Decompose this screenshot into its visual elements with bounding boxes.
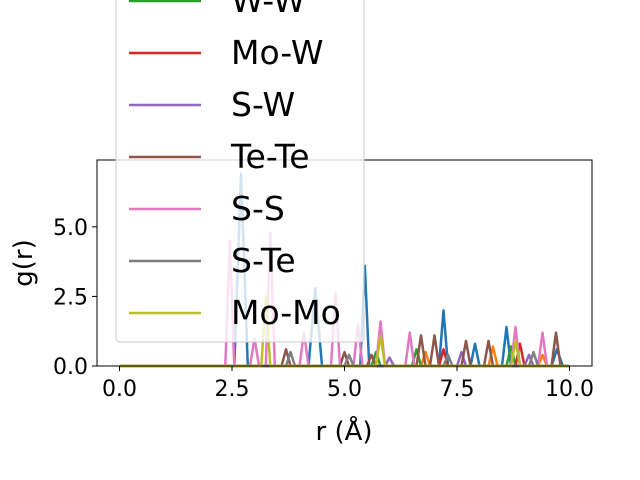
y-tick-label: 2.5	[53, 285, 88, 310]
legend-label: S-Te	[231, 241, 296, 280]
x-axis-ticks: 0.0 2.5 5.0 7.5 10.0	[102, 366, 594, 402]
x-tick-label: 2.5	[215, 377, 250, 402]
y-tick-label: 5.0	[53, 216, 88, 241]
legend-label: Mo-W	[231, 33, 323, 72]
x-tick-label: 7.5	[440, 377, 475, 402]
x-tick-label: 10.0	[545, 377, 594, 402]
y-tick-label: 0.0	[53, 355, 88, 380]
legend-label: S-S	[231, 189, 285, 228]
x-tick-label: 5.0	[327, 377, 362, 402]
y-axis-label: g(r)	[9, 239, 39, 286]
legend-label: Te-Te	[230, 137, 310, 176]
y-axis-ticks: 0.0 2.5 5.0	[53, 216, 97, 380]
legend-box	[115, 0, 365, 343]
x-axis-label: r (Å)	[315, 415, 372, 447]
x-tick-label: 0.0	[102, 377, 137, 402]
legend-label: S-W	[231, 85, 295, 124]
legend-label: W-W	[231, 0, 306, 20]
legend-label: Mo-Mo	[231, 293, 341, 332]
legend: W-W Mo-W S-W Te-Te S-S S-Te Mo-Mo	[115, 0, 365, 343]
